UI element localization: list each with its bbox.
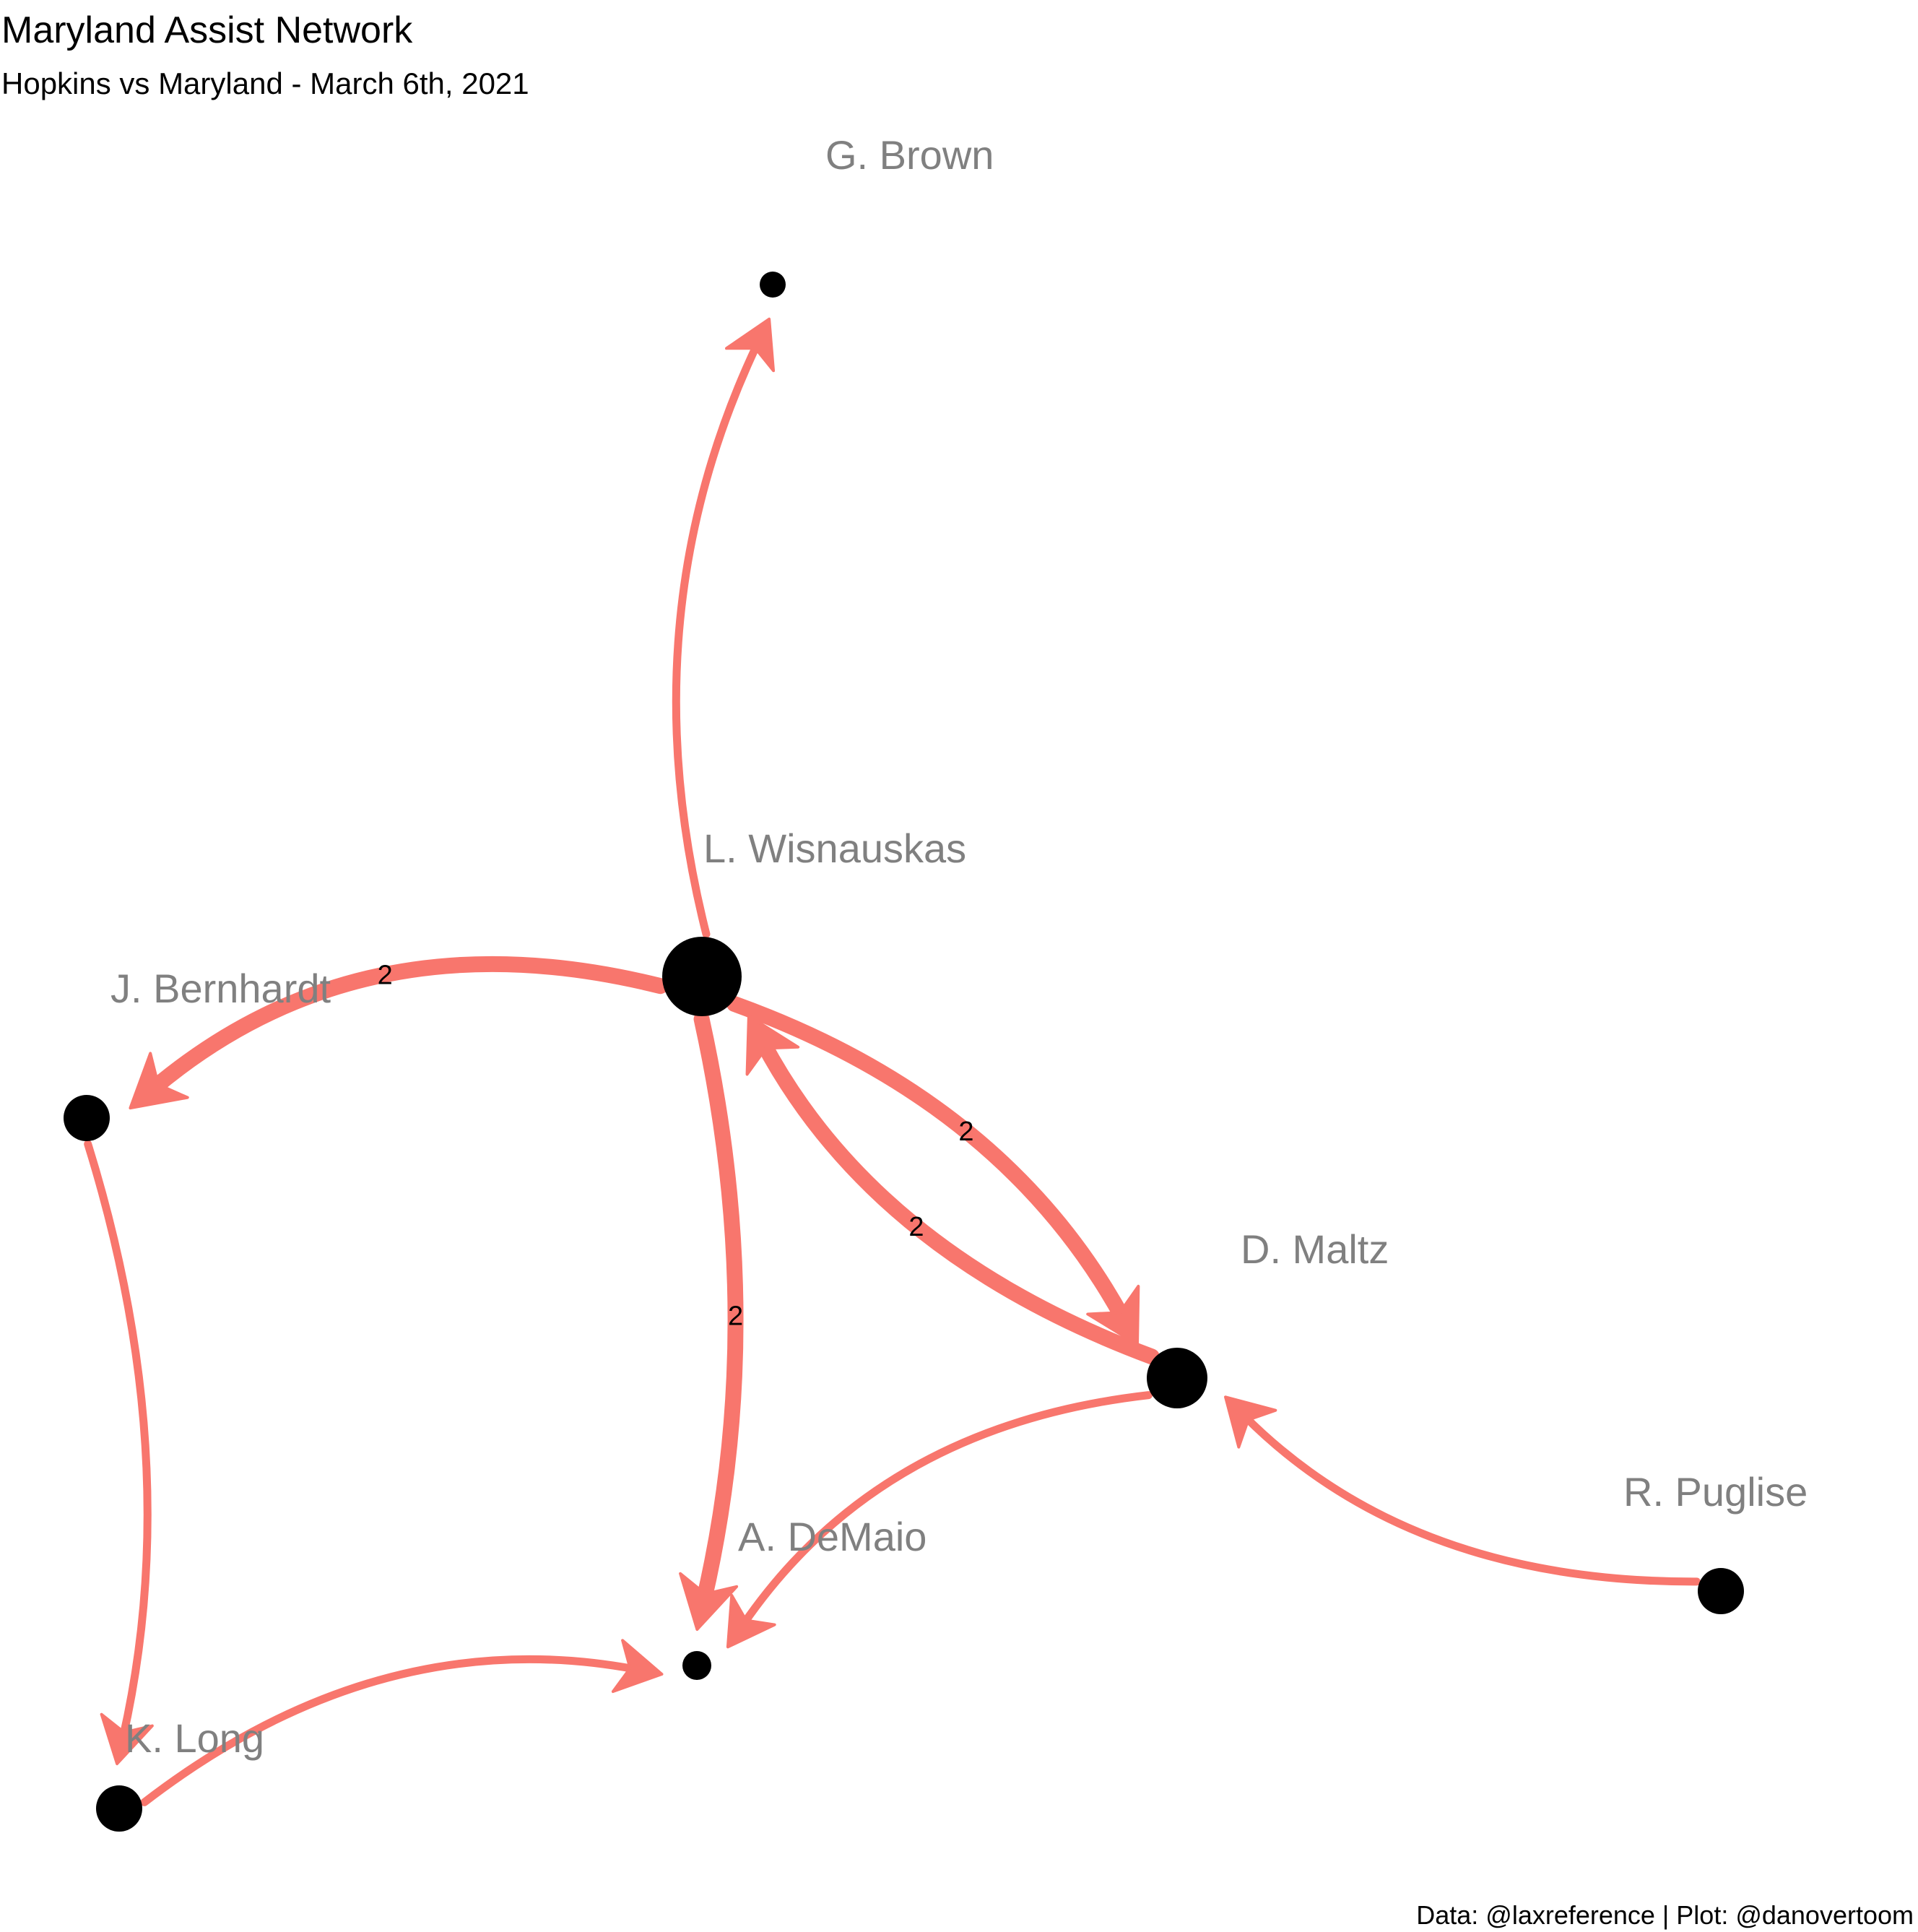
edge-maltz-demaio	[739, 1391, 1153, 1629]
edge-wisnauskas-brown	[672, 339, 762, 938]
arrowhead-long-demaio	[611, 1639, 664, 1694]
arrowhead-wisnauskas-demaio	[679, 1572, 739, 1632]
node-brown	[760, 272, 786, 298]
edge-label-maltz-wisnauskas: 2	[908, 1212, 924, 1242]
node-puglise	[1698, 1568, 1744, 1614]
credits-caption: Data: @laxreference | Plot: @danovertoom	[1416, 1900, 1914, 1930]
node-label-wisnauskas: L. Wisnauskas	[703, 826, 966, 871]
arrowhead-maltz-wisnauskas	[745, 1014, 800, 1076]
node-label-demaio: A. DeMaio	[738, 1514, 927, 1559]
node-labels-layer: G. Brown L. Wisnauskas J. Bernhardt D. Malt…	[110, 132, 1808, 1761]
node-label-bernhardt: J. Bernhardt	[110, 966, 331, 1011]
arrowhead-puglise-maltz	[1224, 1395, 1277, 1449]
node-wisnauskas	[662, 937, 742, 1016]
node-demaio	[682, 1651, 711, 1680]
node-label-puglise: R. Puglise	[1623, 1469, 1808, 1515]
edge-wisnauskas-maltz	[726, 996, 1131, 1326]
arrowhead-maltz-demaio	[726, 1593, 776, 1649]
edge-long-demaio	[140, 1655, 640, 1806]
edge-label-wisnauskas-maltz: 2	[958, 1117, 973, 1147]
edge-puglise-maltz	[1240, 1412, 1701, 1586]
diagram-title: Maryland Assist Network	[1, 9, 413, 51]
edge-label-wisnauskas-bernhardt: 2	[378, 960, 393, 990]
arrowhead-wisnauskas-bernhardt	[129, 1052, 189, 1110]
node-label-brown: G. Brown	[825, 132, 994, 178]
edges-layer	[84, 317, 1701, 1806]
node-label-maltz: D. Maltz	[1241, 1226, 1389, 1272]
edge-labels-layer: 2 2 2 2	[378, 960, 974, 1331]
edge-wisnauskas-bernhardt	[145, 956, 669, 1097]
node-label-long: K. Long	[125, 1715, 264, 1761]
edge-maltz-wisnauskas	[755, 1034, 1160, 1365]
edge-bernhardt-long	[84, 1140, 152, 1742]
edge-wisnauskas-demaio	[693, 1011, 744, 1608]
arrowhead-wisnauskas-maltz	[1086, 1284, 1140, 1346]
nodes-layer	[64, 272, 1744, 1832]
node-long	[96, 1785, 142, 1832]
diagram-subtitle: Hopkins vs Maryland - March 6th, 2021	[1, 66, 529, 100]
arrowhead-bernhardt-long	[100, 1712, 154, 1766]
edge-label-wisnauskas-demaio: 2	[728, 1301, 743, 1331]
node-bernhardt	[64, 1095, 110, 1141]
node-maltz	[1147, 1348, 1207, 1408]
arrowhead-wisnauskas-brown	[724, 317, 776, 373]
